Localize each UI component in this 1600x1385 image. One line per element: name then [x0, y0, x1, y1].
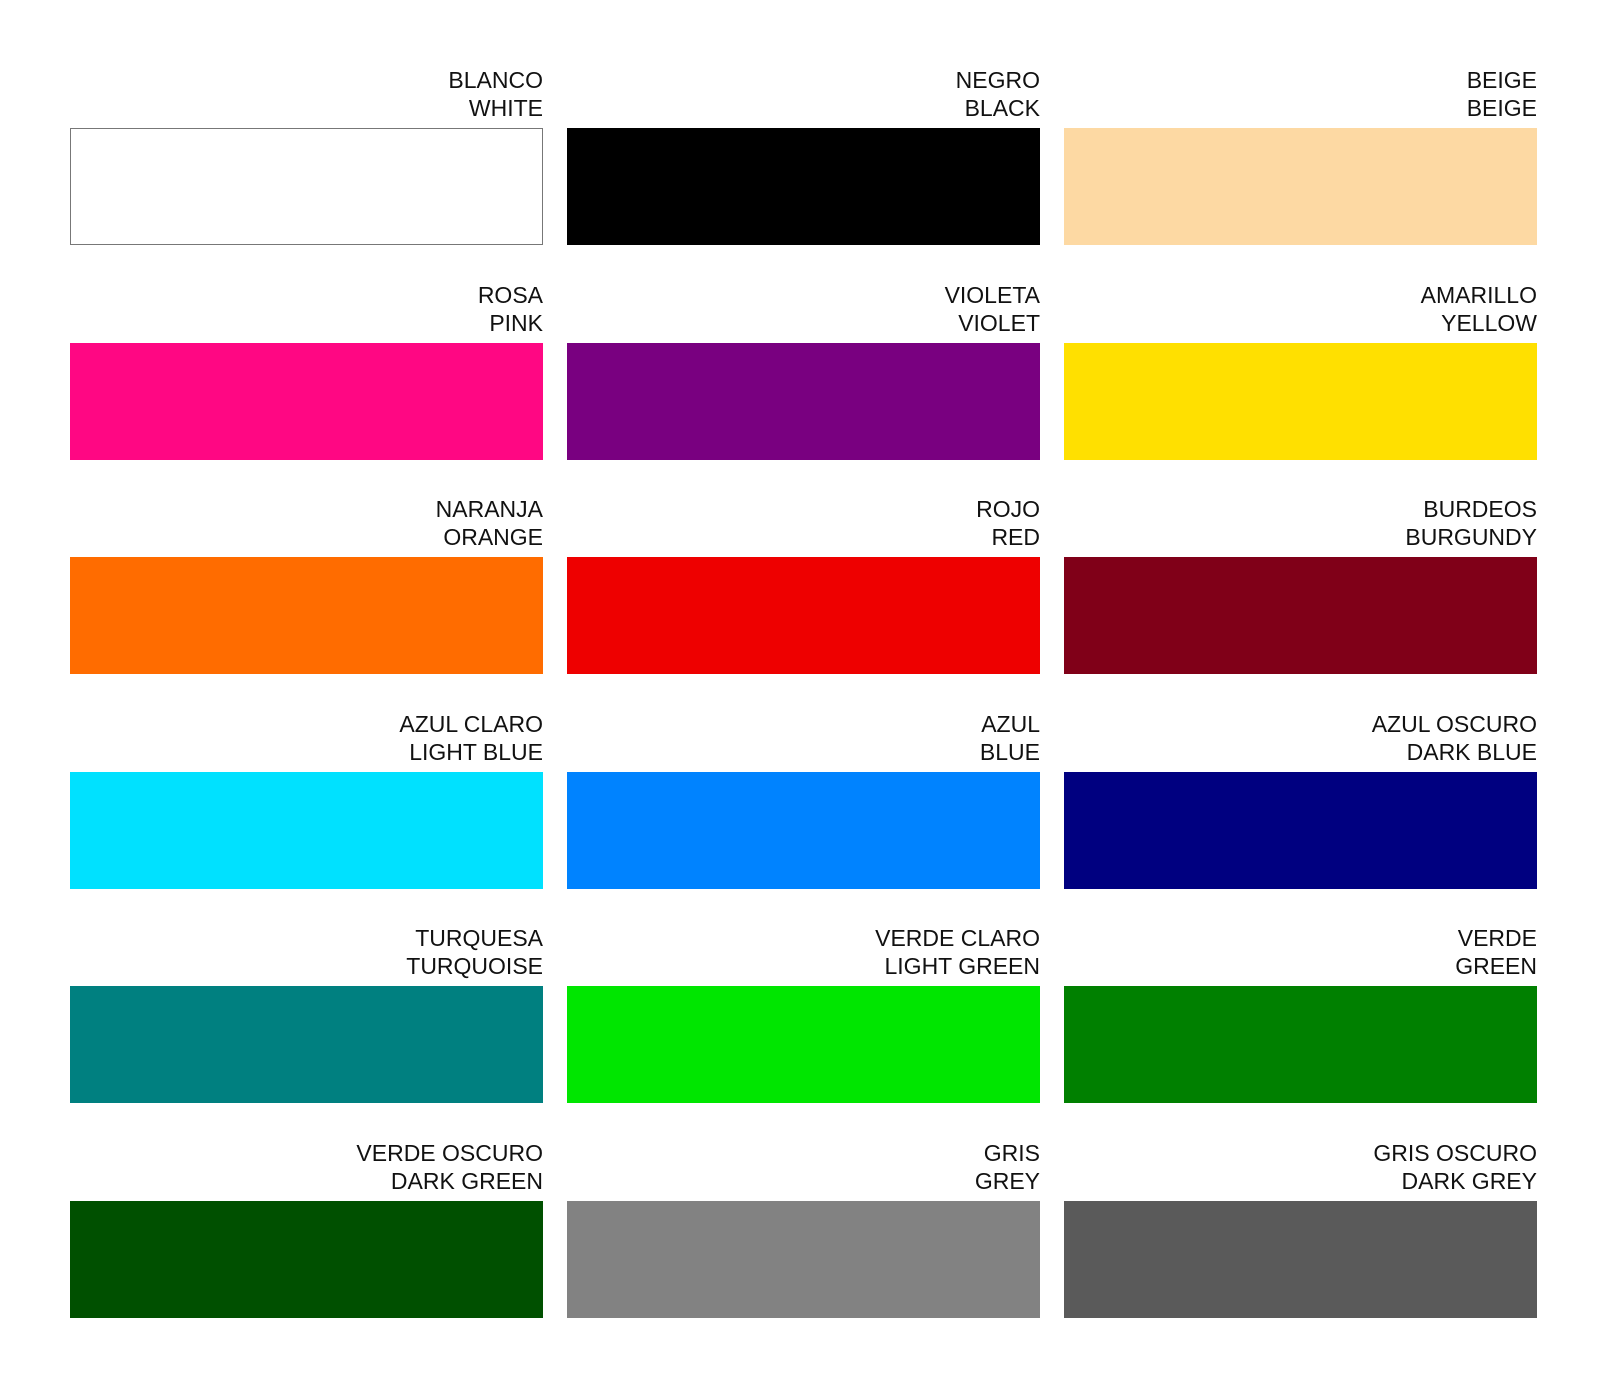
- color-swatch: [70, 1201, 543, 1318]
- color-swatch: [70, 986, 543, 1104]
- english-label: TURQUOISE: [406, 953, 543, 980]
- color-swatch: [1064, 557, 1537, 675]
- spanish-label: VERDE CLARO: [875, 925, 1040, 952]
- spanish-label: AZUL: [981, 710, 1040, 737]
- spanish-label: VIOLETA: [944, 281, 1040, 308]
- spanish-label: GRIS: [983, 1140, 1040, 1166]
- color-swatch: [1064, 771, 1537, 889]
- english-label: RED: [991, 524, 1040, 551]
- english-label: ORANGE: [443, 524, 543, 551]
- english-label: BLACK: [964, 95, 1040, 121]
- spanish-label: VERDE: [1457, 925, 1537, 952]
- spanish-label: BEIGE: [1466, 67, 1537, 93]
- color-swatch: [70, 342, 543, 460]
- color-swatch: [1064, 128, 1537, 245]
- spanish-label: NARANJA: [435, 496, 543, 523]
- color-swatch: [567, 128, 1040, 245]
- english-label: GREY: [974, 1168, 1040, 1194]
- english-label: VIOLET: [958, 309, 1040, 336]
- english-label: DARK BLUE: [1406, 738, 1537, 765]
- color-swatch: [567, 1201, 1040, 1318]
- english-label: YELLOW: [1441, 309, 1537, 336]
- color-swatch: [70, 771, 543, 889]
- english-label: LIGHT BLUE: [409, 738, 543, 765]
- english-label: DARK GREEN: [390, 1168, 543, 1194]
- spanish-label: GRIS OSCURO: [1373, 1140, 1537, 1166]
- color-swatch: [70, 557, 543, 675]
- color-swatch: [1064, 342, 1537, 460]
- spanish-label: AZUL OSCURO: [1371, 710, 1537, 737]
- spanish-label: ROJO: [976, 496, 1040, 523]
- spanish-label: AZUL CLARO: [399, 710, 543, 737]
- spanish-label: BURDEOS: [1423, 496, 1537, 523]
- english-label: WHITE: [468, 95, 543, 121]
- color-swatch: [567, 557, 1040, 675]
- spanish-label: ROSA: [477, 281, 543, 308]
- color-swatch: [1064, 1201, 1537, 1318]
- english-label: LIGHT GREEN: [884, 953, 1041, 980]
- english-label: BURGUNDY: [1405, 524, 1537, 551]
- color-swatch: [567, 986, 1040, 1104]
- english-label: BLUE: [979, 738, 1040, 765]
- english-label: BEIGE: [1466, 95, 1537, 121]
- color-swatch: [567, 771, 1040, 889]
- color-swatch: [567, 342, 1040, 460]
- spanish-label: BLANCO: [448, 67, 543, 93]
- color-swatch: [70, 128, 543, 245]
- color-swatch: [1064, 986, 1537, 1104]
- spanish-label: VERDE OSCURO: [356, 1140, 543, 1166]
- spanish-label: TURQUESA: [415, 925, 543, 952]
- english-label: DARK GREY: [1401, 1168, 1537, 1194]
- english-label: GREEN: [1455, 953, 1537, 980]
- spanish-label: NEGRO: [955, 67, 1040, 93]
- english-label: PINK: [489, 309, 543, 336]
- spanish-label: AMARILLO: [1420, 281, 1537, 308]
